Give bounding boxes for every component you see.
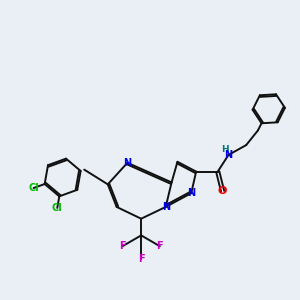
- Text: F: F: [138, 254, 145, 264]
- Text: N: N: [162, 202, 170, 212]
- Text: N: N: [187, 188, 195, 198]
- Text: F: F: [119, 241, 126, 251]
- Text: F: F: [157, 241, 163, 251]
- Text: O: O: [218, 186, 227, 196]
- Text: Cl: Cl: [52, 203, 63, 213]
- Text: N: N: [123, 158, 131, 168]
- Text: H: H: [221, 145, 229, 154]
- Text: N: N: [224, 150, 232, 160]
- Text: Cl: Cl: [28, 183, 39, 193]
